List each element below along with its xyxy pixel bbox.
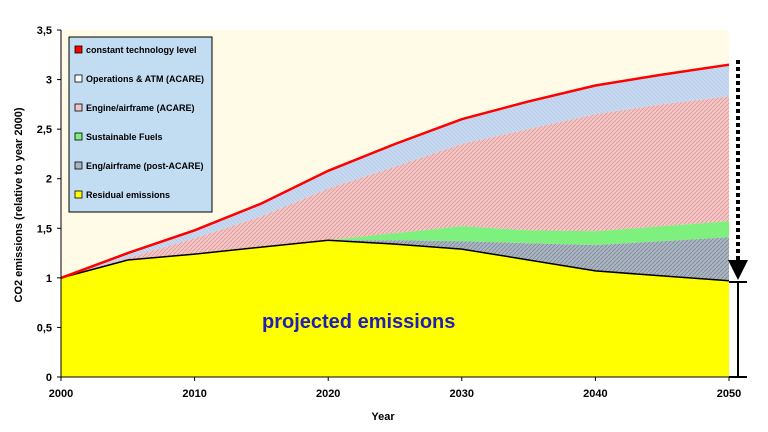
x-tick-label: 2020 (316, 388, 340, 400)
area-eng-airframe-post (61, 237, 729, 281)
x-tick-label: 2050 (717, 388, 741, 400)
x-tick-group: 2000 2010 2020 2030 2040 2050 (49, 377, 741, 400)
y-axis-title: CO2 emissions (relative to year 2000) (13, 107, 25, 302)
x-tick-label: 2000 (49, 388, 73, 400)
x-tick-label: 2030 (450, 388, 474, 400)
area-residual-emissions (61, 240, 729, 377)
area-sustainable-fuels (61, 221, 729, 278)
legend-box (68, 36, 213, 213)
y-tick-label: 2 (46, 174, 52, 186)
area-engine-airframe (61, 96, 729, 278)
legend: constant technology level Operations & AT… (68, 36, 213, 213)
legend-swatch (74, 190, 83, 199)
legend-swatch (74, 161, 83, 170)
legend-swatch (74, 45, 83, 54)
legend-label: Eng/airframe (post-ACARE) (86, 161, 204, 171)
legend-swatch (74, 74, 83, 83)
y-tick-label: 1,5 (37, 223, 52, 235)
area-operations-atm (61, 64, 729, 278)
y-tick-group: 0 0,5 1 1,5 2 2,5 3 3,5 (37, 25, 61, 384)
legend-label: constant technology level (86, 45, 197, 55)
y-tick-label: 2,5 (37, 124, 52, 136)
projected-emissions-annotation: projected emissions (262, 311, 455, 333)
x-axis-title: Year (371, 411, 395, 423)
line-constant-technology (60, 63, 730, 280)
x-tick-label: 2040 (583, 388, 607, 400)
y-tick-label: 3,5 (37, 25, 52, 37)
legend-label: Sustainable Fuels (86, 132, 163, 142)
area-layers (61, 64, 729, 377)
legend-swatch (74, 103, 83, 112)
legend-label: Operations & ATM (ACARE) (86, 74, 204, 84)
arrow-down-icon (728, 260, 748, 280)
y-tick-label: 3 (46, 75, 52, 87)
y-tick-label: 0 (46, 372, 52, 384)
legend-swatch (74, 132, 83, 141)
legend-label: Engine/airframe (ACARE) (86, 103, 195, 113)
x-tick-label: 2010 (182, 388, 206, 400)
y-tick-label: 0,5 (37, 322, 52, 334)
y-tick-label: 1 (46, 273, 52, 285)
line-layers (60, 63, 730, 282)
legend-label: Residual emissions (86, 190, 170, 200)
line-residual-emissions (60, 239, 730, 282)
